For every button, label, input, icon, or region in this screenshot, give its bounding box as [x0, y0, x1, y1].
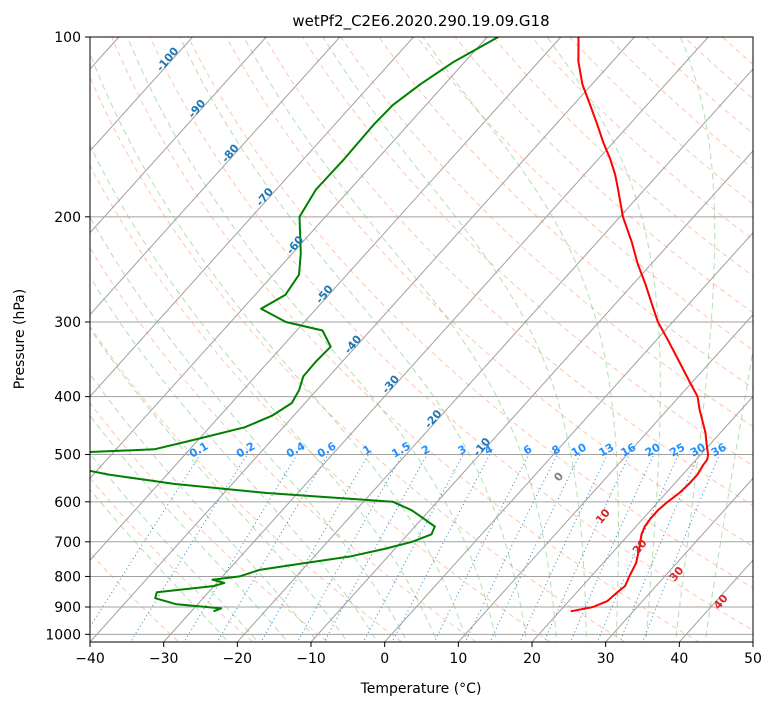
- moist-adiabat-line: [90, 327, 348, 642]
- plot-area: 0.1 0.2 0.4 0.6 1 1.5 2 3 4 6 8 10 13 16 20 25 30 36-100-…: [90, 37, 753, 642]
- y-tick-label: 400: [54, 390, 81, 406]
- x-tick-label: 20: [523, 651, 541, 667]
- sounding-series: [90, 37, 710, 613]
- x-tick-label: 40: [670, 651, 688, 667]
- isotherm-gridline: [90, 37, 488, 480]
- x-tick-label: 30: [597, 651, 615, 667]
- y-tick-label: 200: [54, 210, 81, 226]
- dry-adiabat-line: [90, 477, 254, 642]
- mixing-ratio-line: [90, 454, 201, 628]
- x-ticks: −40 −30 −20 −10 0 10 20 30 40 50: [75, 642, 762, 667]
- x-tick-label: 50: [744, 651, 762, 667]
- moist-adiabat-line: [90, 414, 289, 642]
- x-tick-label: −30: [149, 651, 179, 667]
- moist-adiabat-line: [674, 37, 716, 642]
- moist-adiabats: [90, 37, 753, 642]
- moist-adiabat-line: [179, 37, 528, 642]
- dry-adiabat-line: [111, 37, 700, 642]
- x-axis-label: Temperature (°C): [360, 681, 482, 697]
- isotherm-gridline: [310, 150, 753, 642]
- dry-adiabat-line: [90, 164, 552, 642]
- dry-adiabat-line: [263, 37, 753, 507]
- y-axis-label: Pressure (hPa): [12, 289, 28, 389]
- x-tick-label: −20: [223, 651, 253, 667]
- moist-adiabat-line: [422, 37, 619, 642]
- x-tick-label: −10: [296, 651, 326, 667]
- dry-adiabat-line: [340, 37, 753, 428]
- moist-adiabat-line: [243, 37, 558, 642]
- x-tick-label: 0: [380, 651, 389, 667]
- y-tick-label: 900: [54, 600, 81, 616]
- moist-adiabat-line: [322, 37, 587, 642]
- y-tick-label: 600: [54, 495, 81, 511]
- isotherm-gridline: [531, 395, 753, 642]
- y-tick-label: 800: [54, 569, 81, 585]
- dry-adiabat-line: [149, 37, 753, 631]
- moist-adiabat-line: [90, 488, 229, 642]
- y-tick-label: 300: [54, 315, 81, 331]
- isotherm-gridline: [90, 37, 267, 234]
- mixing-ratio-line: [489, 454, 581, 642]
- isotherm-gridline: [384, 231, 753, 642]
- moist-adiabat-line: [704, 347, 753, 642]
- y-tick-label: 500: [54, 448, 81, 464]
- y-tick-label: 700: [54, 535, 81, 551]
- isotherm-gridline: [90, 37, 193, 152]
- isotherm-gridline: [90, 37, 341, 316]
- dry-adiabat-line: [454, 37, 753, 314]
- mixing-ratio-line: [130, 454, 248, 642]
- isotherm-gridline: [90, 37, 635, 642]
- isotherm-gridline: [457, 313, 753, 642]
- isotherm-gridline: [236, 68, 753, 642]
- y-ticks: 100 200 300 400 500 600 700 800 900 1000: [45, 30, 90, 643]
- x-tick-label: −40: [75, 651, 105, 667]
- moist-adiabat-line: [90, 373, 319, 642]
- isotherm-gridline: [90, 37, 562, 561]
- moist-adiabat-line: [546, 37, 661, 642]
- y-tick-label: 100: [54, 30, 81, 46]
- moist-adiabat-line: [126, 37, 498, 642]
- plot-frame: [89, 36, 754, 643]
- dry-adiabat-line: [225, 37, 753, 547]
- chart-title: wetPf2_C2E6.2020.290.19.09.G18: [292, 12, 549, 31]
- moist-adiabat-line: [90, 275, 378, 642]
- moist-adiabat-line: [90, 144, 438, 642]
- dewpoint-profile-line: [90, 37, 499, 613]
- isotherm-gridline: [163, 37, 709, 642]
- mixing-ratio-line: [362, 454, 464, 642]
- x-tick-label: 10: [449, 651, 467, 667]
- dry-adiabat-line: [90, 246, 477, 642]
- dry-adiabats: [90, 37, 753, 642]
- moist-adiabat-line: [90, 52, 468, 642]
- temperature-profile-line: [570, 37, 710, 613]
- grid-lines: [90, 37, 753, 642]
- mixing-ratio-line: [216, 454, 329, 642]
- isotherm-gridline: [605, 477, 753, 642]
- isotherm-gridline: [90, 37, 414, 398]
- moist-adiabat-line: [90, 452, 259, 642]
- dry-adiabat-line: [187, 37, 753, 589]
- mixing-ratio-line: [391, 454, 491, 642]
- y-tick-label: 1000: [45, 627, 81, 643]
